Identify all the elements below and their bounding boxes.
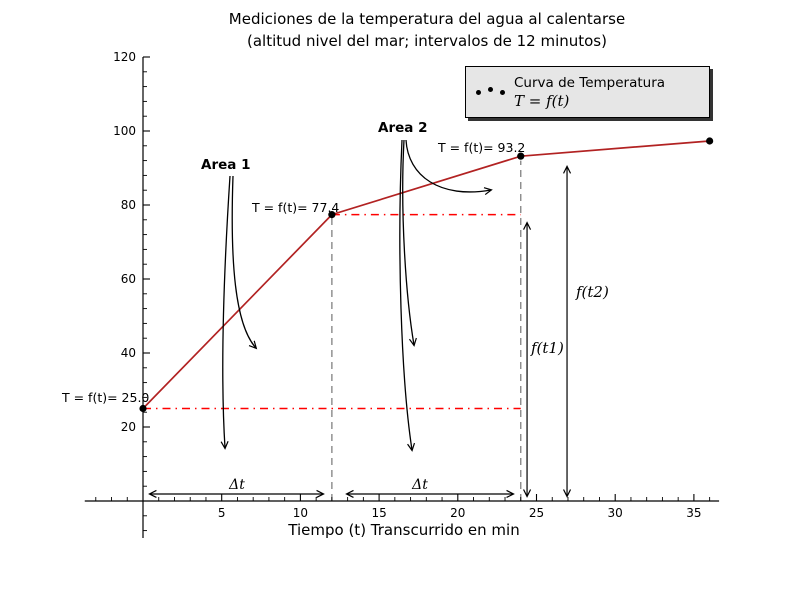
data-point (517, 152, 525, 160)
legend: Curva de Temperatura T = f(t) (465, 66, 710, 118)
x-axis-label: Tiempo (t) Transcurrido en min (288, 521, 520, 539)
y-tick-label: 120 (113, 50, 136, 64)
data-point (328, 211, 336, 219)
data-point (706, 137, 714, 145)
pointer-arrow (405, 139, 493, 196)
point-annotation: T = f(t)= 93.2 (437, 140, 525, 155)
data-point (139, 404, 147, 413)
y-tick-label: 40 (121, 346, 136, 360)
legend-label: Curva de Temperatura (514, 74, 666, 91)
pointer-arrow (402, 139, 417, 347)
chart-title-line1: Mediciones de la temperatura del agua al… (228, 10, 626, 28)
x-tick-label: 20 (450, 506, 465, 520)
chart-title: Mediciones de la temperatura del agua al… (54, 8, 800, 52)
y-tick-label: 20 (121, 420, 136, 434)
y-tick-label: 100 (113, 124, 136, 138)
area-label: Area 1 (201, 157, 250, 173)
point-annotation: T = f(t)= 77.4 (251, 200, 339, 215)
x-tick-label: 5 (218, 506, 226, 520)
pointer-arrow (220, 175, 231, 450)
temperature-curve (142, 140, 710, 410)
chart-title-line2: (altitud nivel del mar; intervalos de 12… (247, 32, 607, 50)
area-label: Area 2 (378, 120, 427, 136)
x-tick-label: 25 (529, 506, 544, 520)
measure-label-f: f(t2) (575, 283, 609, 301)
y-tick-label: 80 (121, 198, 136, 212)
pointer-arrow (231, 175, 258, 350)
x-tick-label: 30 (608, 506, 623, 520)
x-tick-label: 15 (371, 506, 386, 520)
legend-dot (475, 89, 481, 95)
x-tick-label: 35 (686, 506, 701, 520)
legend-dot (499, 89, 505, 95)
y-tick-label: 60 (121, 272, 136, 286)
measure-label-f: f(t1) (530, 339, 564, 357)
point-annotation: T = f(t)= 25.0 (61, 390, 149, 405)
measure-label-dt: Δt (411, 477, 428, 493)
measure-label-dt: Δt (228, 477, 245, 493)
pointer-arrow (399, 139, 416, 452)
x-tick-label: 10 (293, 506, 308, 520)
dotted-line-marker (466, 87, 514, 97)
legend-label-math: T = f(t) (514, 91, 570, 110)
legend-entry: Curva de Temperatura T = f(t) (514, 74, 709, 111)
legend-dot (487, 87, 493, 92)
